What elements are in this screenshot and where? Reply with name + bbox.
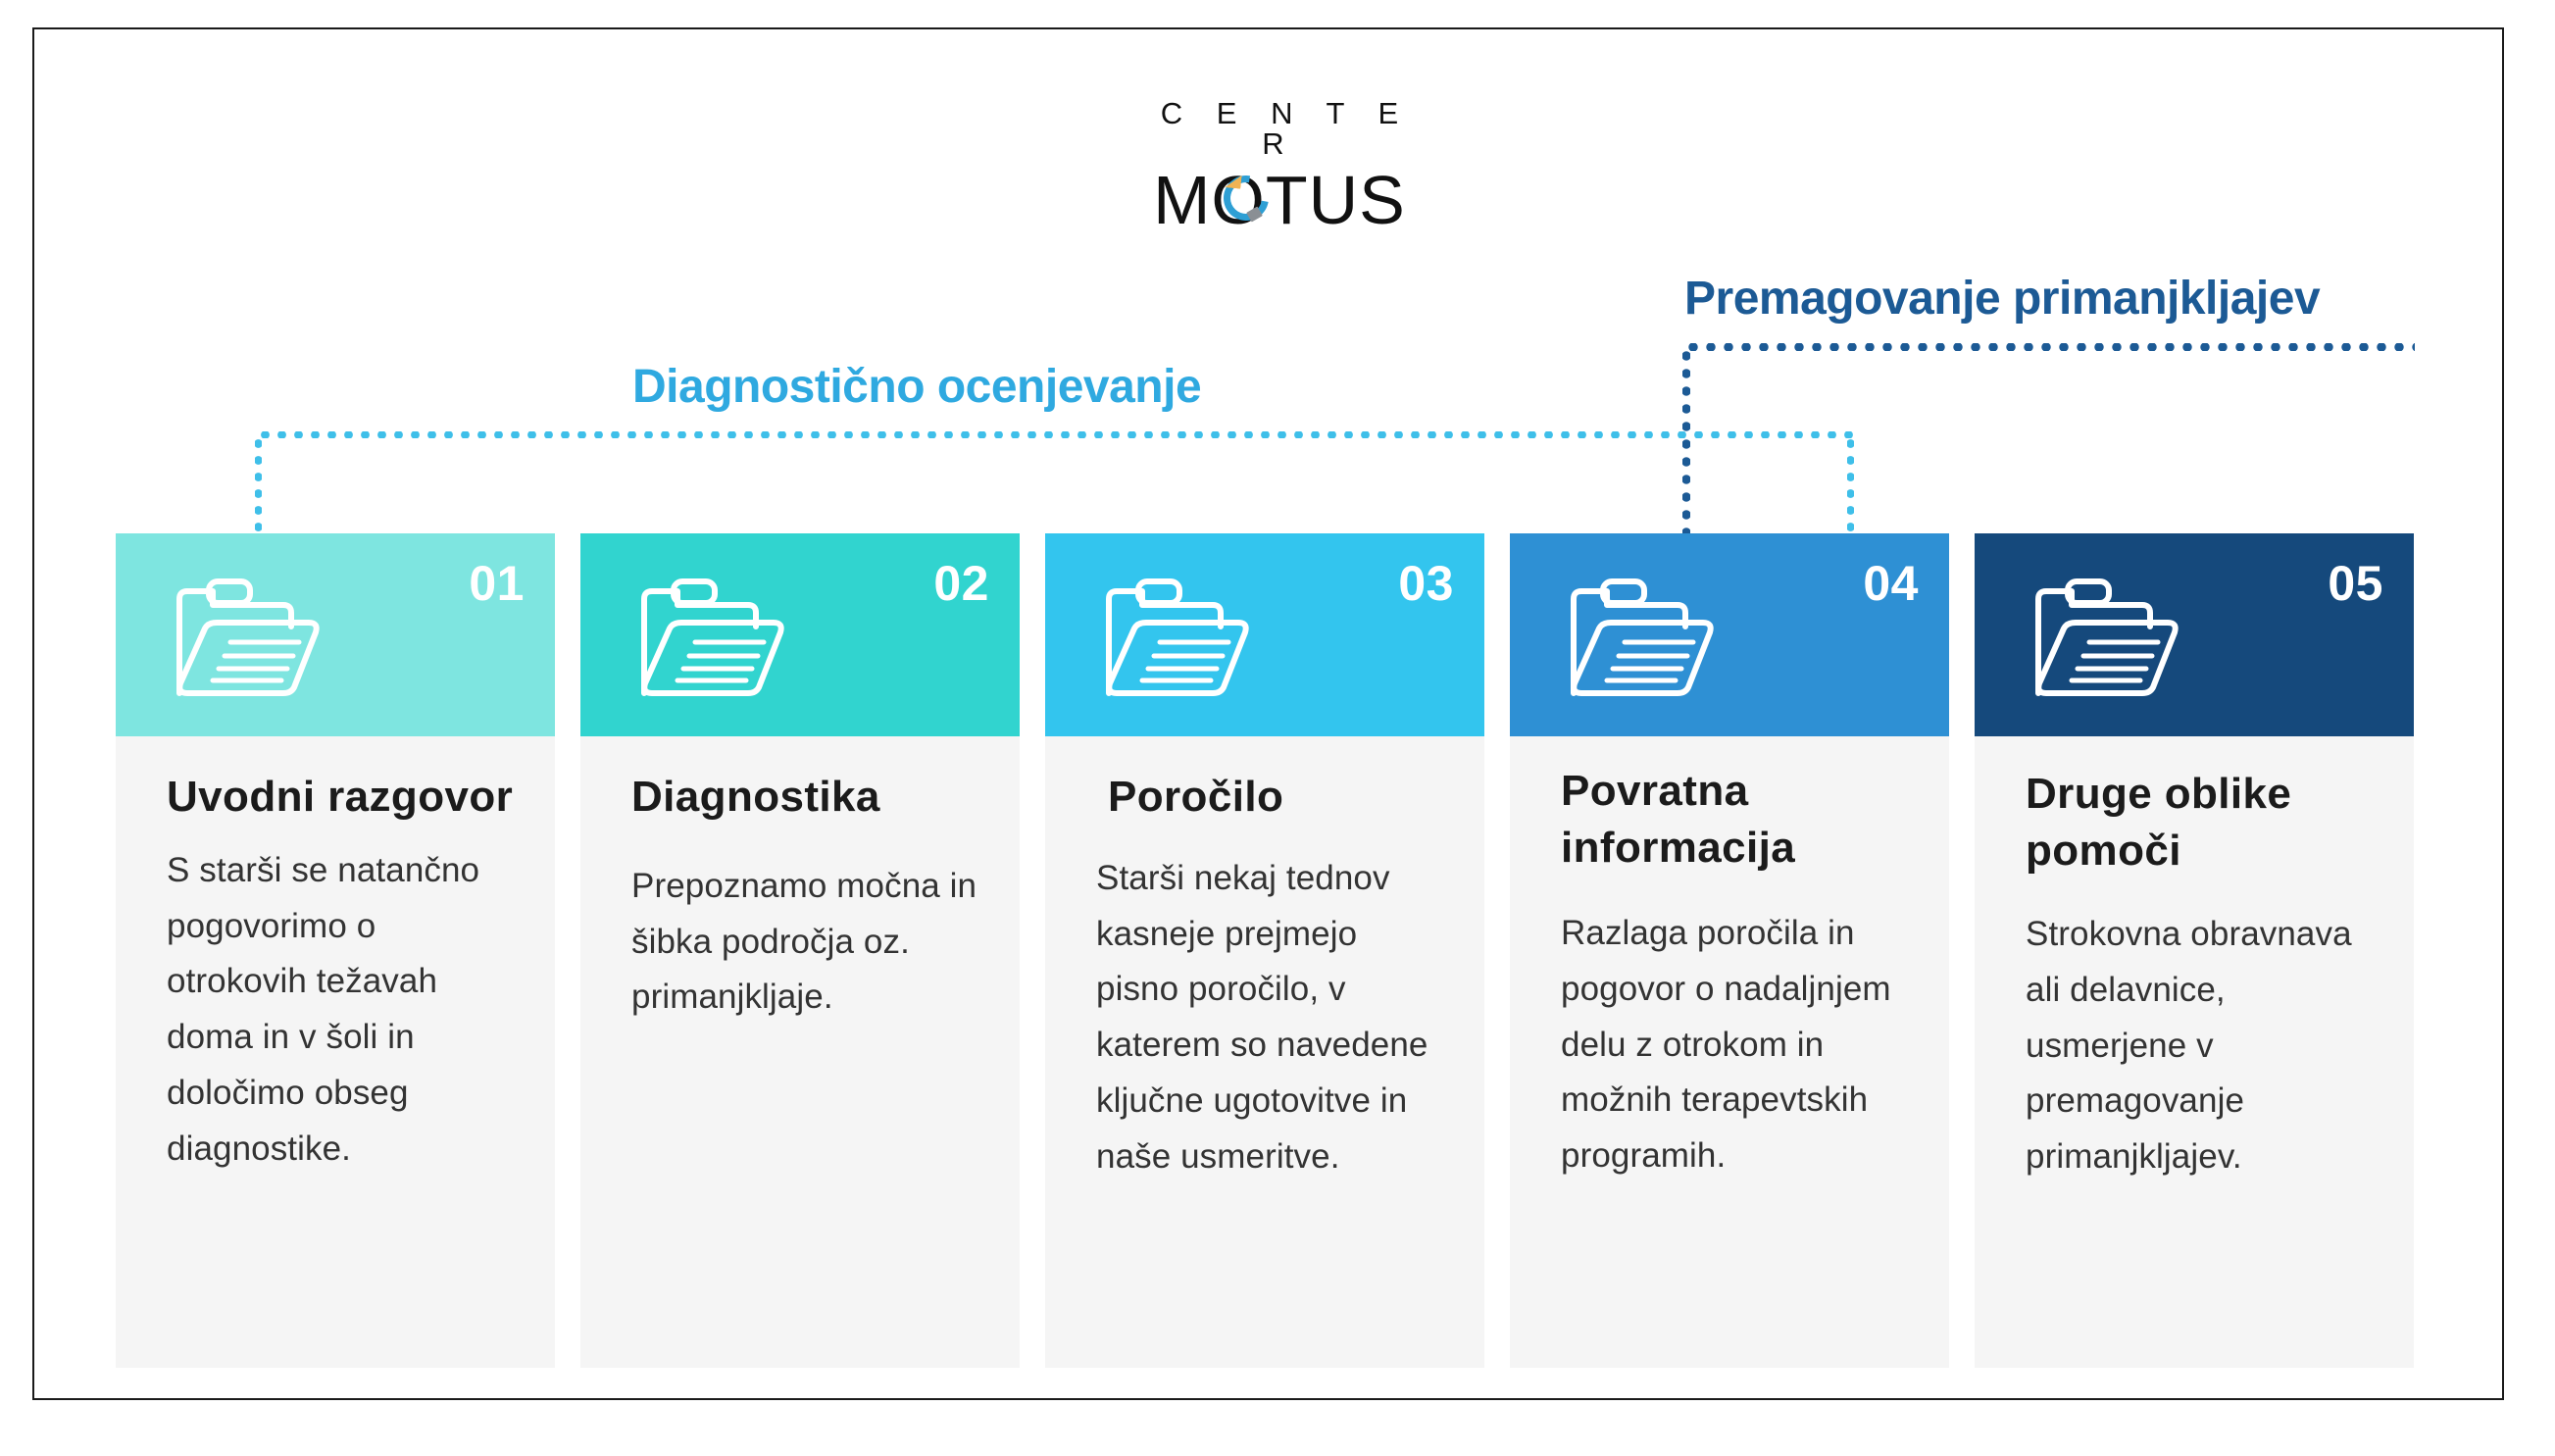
- bracket-diagnostic-horizontal: [257, 431, 1855, 438]
- card-number-05: 05: [2328, 556, 2383, 611]
- card-title-04: Povratna informacija: [1561, 767, 1796, 873]
- card-number-04: 04: [1863, 556, 1919, 611]
- card-body-02: Diagnostika Prepoznamo močna in šibka po…: [580, 736, 1020, 1368]
- card-description-03: Starši nekaj tednov kasneje prejmejo pis…: [1096, 859, 1428, 1176]
- step-card-05[interactable]: 05 Druge oblike pomoči Strokovna obravna…: [1975, 533, 2414, 1368]
- card-title-03: Poročilo: [1108, 773, 1284, 821]
- bracket-diagnostic-vertical-right: [1847, 435, 1854, 533]
- card-body-03: Poročilo Starši nekaj tednov kasneje pre…: [1045, 736, 1484, 1368]
- card-title-02: Diagnostika: [631, 773, 880, 821]
- folder-document-icon: [176, 578, 320, 696]
- bracket-premagovanje-horizontal: [1684, 343, 2415, 351]
- step-card-01[interactable]: 01 Uvodni razgovor S starši se natančno …: [116, 533, 555, 1368]
- card-title-01: Uvodni razgovor: [167, 773, 514, 821]
- card-body-01: Uvodni razgovor S starši se natančno pog…: [116, 736, 555, 1368]
- card-number-02: 02: [933, 556, 989, 611]
- folder-document-icon: [1106, 578, 1249, 696]
- logo-motus-wrap: MOTUS: [1147, 166, 1412, 234]
- folder-document-icon: [641, 578, 784, 696]
- card-number-03: 03: [1398, 556, 1454, 611]
- folder-document-icon: [1571, 578, 1714, 696]
- card-body-05: Druge oblike pomoči Strokovna obravnava …: [1975, 736, 2414, 1368]
- card-header-05: 05: [1975, 533, 2414, 736]
- logo: C E N T E R MOTUS: [1147, 96, 1412, 234]
- bracket-diagnostic-vertical-left: [255, 435, 262, 533]
- card-header-04: 04: [1510, 533, 1949, 736]
- logo-center-text: C E N T E R: [1160, 96, 1412, 161]
- card-body-04: Povratna informacija Razlaga poročila in…: [1510, 736, 1949, 1368]
- step-card-03[interactable]: 03 Poročilo Starši nekaj tednov kasneje …: [1045, 533, 1484, 1368]
- card-title-05: Druge oblike pomoči: [2026, 770, 2292, 876]
- bracket-label-diagnostic: Diagnostično ocenjevanje: [632, 361, 1202, 413]
- folder-document-icon: [2035, 578, 2179, 696]
- bracket-premagovanje-vertical-left: [1682, 347, 1690, 535]
- bracket-label-premagovanje: Premagovanje primanjkljajev: [1684, 273, 2321, 325]
- card-description-05: Strokovna obravnava ali delavnice, usmer…: [2026, 915, 2352, 1176]
- card-number-01: 01: [469, 556, 525, 611]
- card-description-01: S starši se natančno pogovorimo o otroko…: [167, 851, 480, 1168]
- card-header-01: 01: [116, 533, 555, 736]
- step-card-04[interactable]: 04 Povratna informacija Razlaga poročila…: [1510, 533, 1949, 1368]
- logo-motus-text: MOTUS: [1153, 162, 1406, 238]
- card-header-02: 02: [580, 533, 1020, 736]
- card-description-04: Razlaga poročila in pogovor o nadaljnjem…: [1561, 914, 1891, 1175]
- card-header-03: 03: [1045, 533, 1484, 736]
- step-card-02[interactable]: 02 Diagnostika Prepoznamo močna in šibka…: [580, 533, 1020, 1368]
- card-description-02: Prepoznamo močna in šibka področja oz. p…: [631, 867, 977, 1017]
